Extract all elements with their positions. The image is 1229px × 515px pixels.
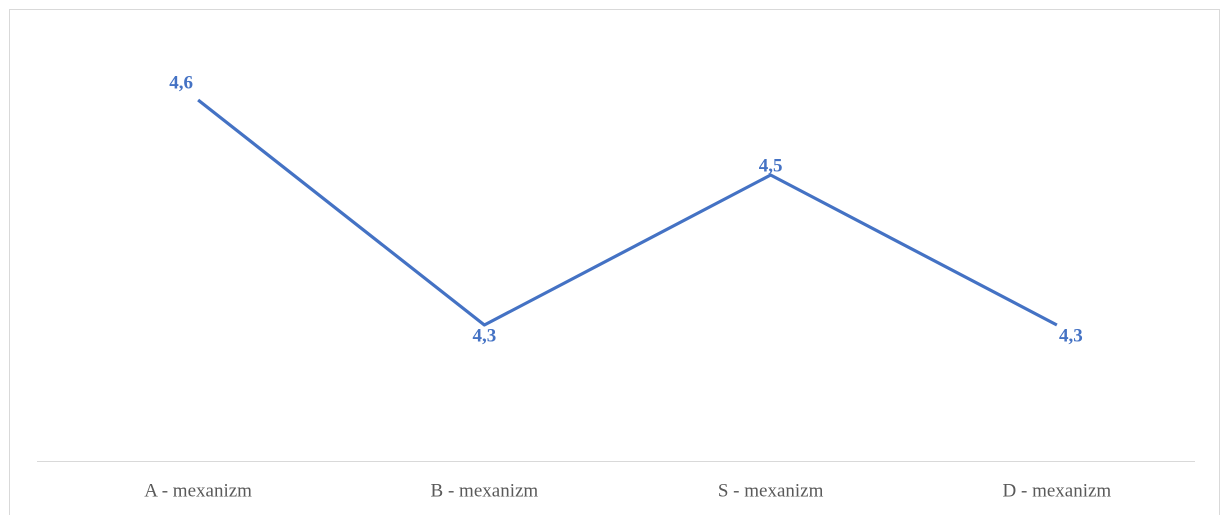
x-tick-label: D - mexanizm [1003,480,1112,501]
x-tick-label: B - mexanizm [431,480,539,501]
data-line [197,98,1058,327]
x-tick-label: A - mexanizm [144,480,252,501]
data-label: 4,3 [1059,325,1083,346]
data-label: 4,5 [759,155,783,176]
data-label: 4,6 [169,72,193,93]
data-label: 4,3 [473,325,497,346]
x-tick-label: S - mexanizm [718,480,824,501]
chart-border [9,9,1220,515]
